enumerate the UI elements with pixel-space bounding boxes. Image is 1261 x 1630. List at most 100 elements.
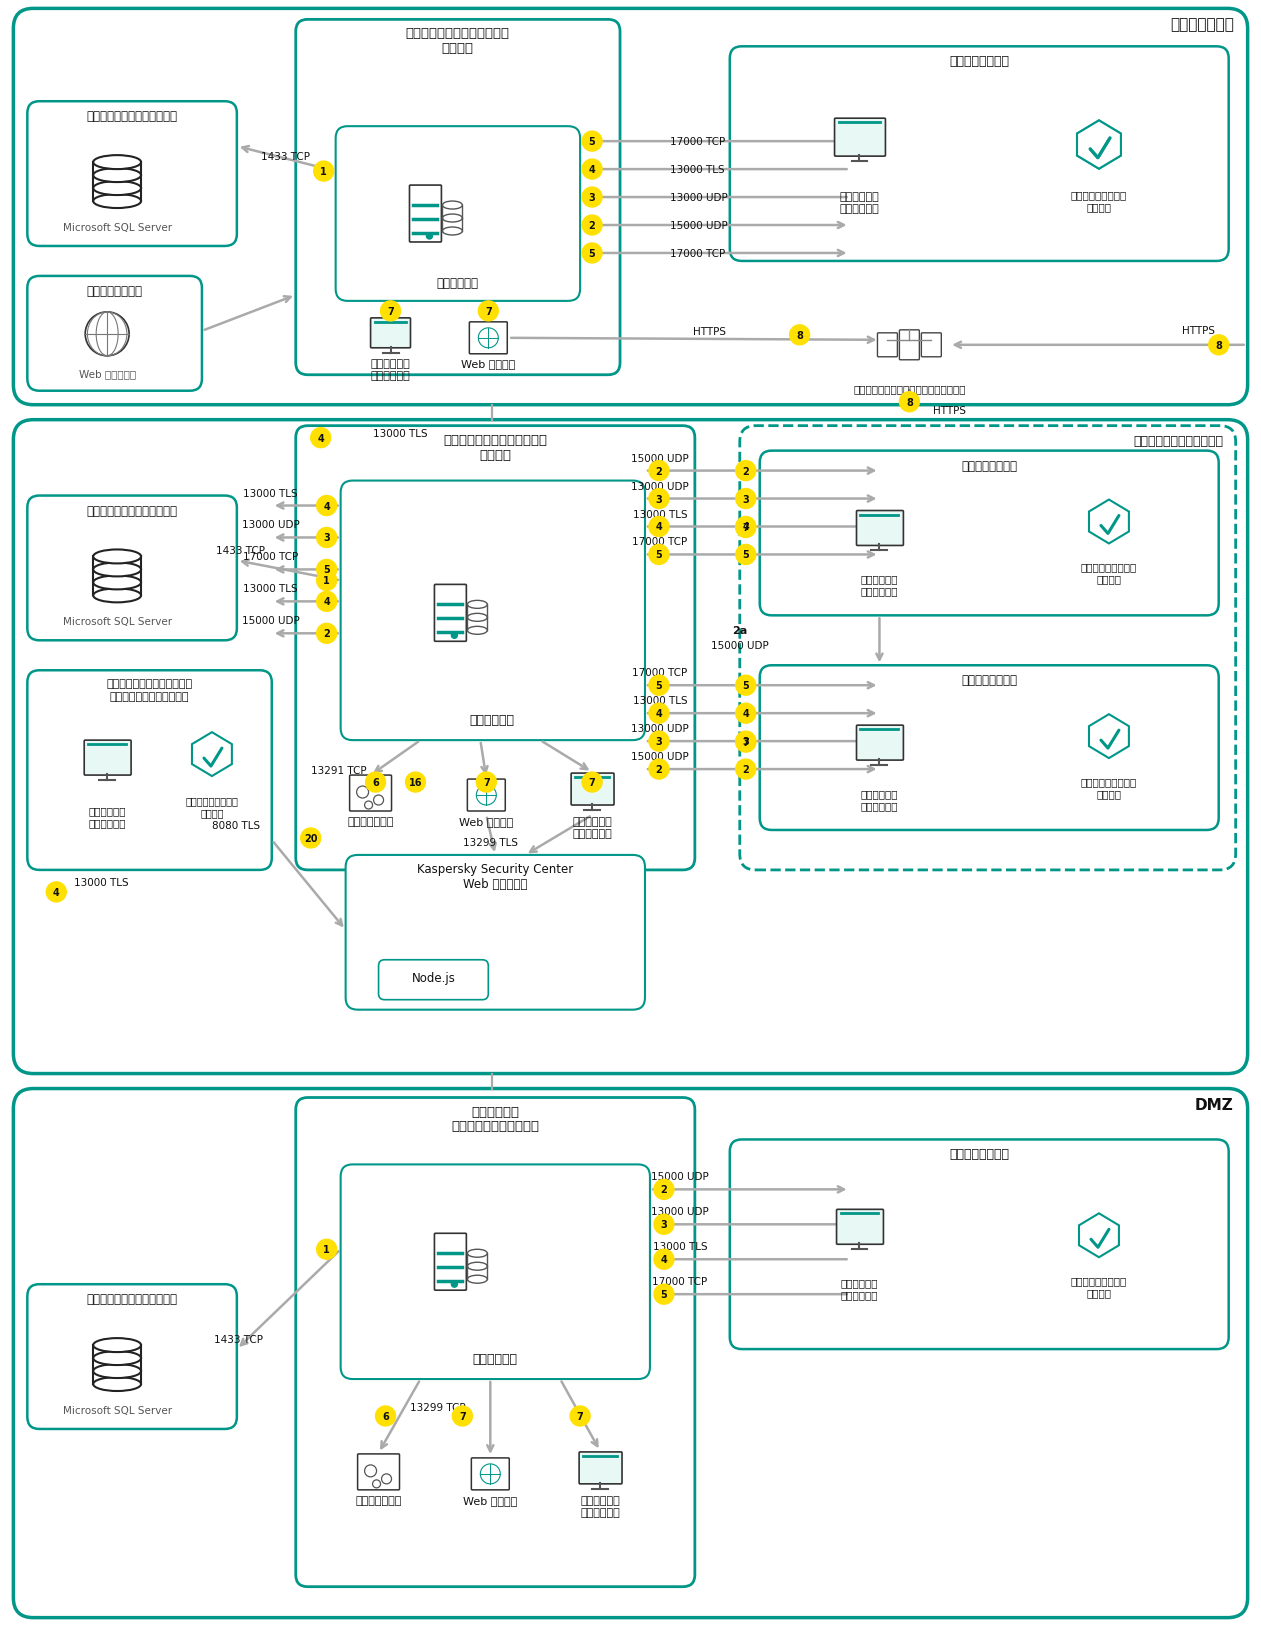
FancyBboxPatch shape <box>836 1209 884 1244</box>
Text: ネットワーク: ネットワーク <box>861 574 898 584</box>
FancyBboxPatch shape <box>922 334 941 357</box>
Text: 管理サーバー（プライマリ）: 管理サーバー（プライマリ） <box>444 434 547 447</box>
Text: ティ製品: ティ製品 <box>1087 202 1111 212</box>
Text: データベースのあるデバイス: データベースのあるデバイス <box>87 1293 178 1306</box>
Text: Kaspersky Security Center: Kaspersky Security Center <box>417 862 574 875</box>
Text: ネットワーク: ネットワーク <box>572 817 612 826</box>
Ellipse shape <box>93 156 141 170</box>
FancyBboxPatch shape <box>759 665 1218 830</box>
Text: 5: 5 <box>323 566 330 575</box>
Ellipse shape <box>93 1338 141 1353</box>
Text: ネットワーク: ネットワーク <box>840 192 879 202</box>
Circle shape <box>317 592 337 611</box>
Ellipse shape <box>468 1263 487 1270</box>
Text: 7: 7 <box>743 738 749 748</box>
Ellipse shape <box>93 196 141 209</box>
Text: 管理対象デバイス: 管理対象デバイス <box>961 673 1018 686</box>
Text: ネットワーク: ネットワーク <box>371 359 410 368</box>
Text: 管理対象デバイス: 管理対象デバイス <box>961 460 1018 473</box>
Circle shape <box>583 215 601 236</box>
Circle shape <box>735 734 755 753</box>
Text: 13000 TLS: 13000 TLS <box>373 429 427 438</box>
Polygon shape <box>1077 121 1121 170</box>
Circle shape <box>735 676 755 696</box>
Circle shape <box>477 773 497 792</box>
Text: 13299 TCP: 13299 TCP <box>411 1402 467 1412</box>
Text: 管理サーバー: 管理サーバー <box>470 714 514 727</box>
FancyBboxPatch shape <box>378 960 488 1001</box>
Circle shape <box>317 496 337 517</box>
Text: 13000 UDP: 13000 UDP <box>651 1206 709 1216</box>
Circle shape <box>478 302 498 321</box>
Text: 1: 1 <box>320 166 327 178</box>
FancyBboxPatch shape <box>28 103 237 246</box>
Text: 2: 2 <box>323 629 330 639</box>
Circle shape <box>451 632 458 639</box>
Circle shape <box>317 528 337 548</box>
FancyBboxPatch shape <box>730 47 1228 262</box>
Text: 4: 4 <box>318 434 324 443</box>
Text: 20: 20 <box>304 833 318 843</box>
Polygon shape <box>192 734 232 776</box>
Text: 7: 7 <box>485 306 492 316</box>
Ellipse shape <box>468 628 487 636</box>
FancyBboxPatch shape <box>371 318 411 349</box>
FancyBboxPatch shape <box>579 1452 622 1483</box>
Text: エージェント: エージェント <box>572 828 612 838</box>
Text: 17000 TCP: 17000 TCP <box>243 553 299 562</box>
Text: ネットワーク: ネットワーク <box>861 789 898 799</box>
Text: 管理サーバー: 管理サーバー <box>436 277 478 290</box>
FancyBboxPatch shape <box>296 1099 695 1586</box>
Ellipse shape <box>468 1250 487 1257</box>
Text: Web サーバー: Web サーバー <box>463 1495 517 1504</box>
Text: 3: 3 <box>323 533 330 543</box>
Circle shape <box>649 760 668 779</box>
Polygon shape <box>1090 500 1129 544</box>
Circle shape <box>310 429 330 448</box>
Circle shape <box>583 773 601 792</box>
Text: 17000 TCP: 17000 TCP <box>632 538 687 548</box>
Text: 15000 UDP: 15000 UDP <box>670 222 728 231</box>
Text: 3: 3 <box>743 737 749 747</box>
Ellipse shape <box>93 170 141 183</box>
Circle shape <box>314 161 334 183</box>
Text: 1433 TCP: 1433 TCP <box>261 152 310 161</box>
Text: 2a: 2a <box>733 626 748 636</box>
Text: 8080 TLS: 8080 TLS <box>212 820 260 830</box>
Text: 5: 5 <box>589 137 595 147</box>
FancyBboxPatch shape <box>14 421 1247 1074</box>
Text: Microsoft SQL Server: Microsoft SQL Server <box>63 1405 171 1415</box>
Text: 1: 1 <box>323 1244 330 1255</box>
Text: Web ブラウザー: Web ブラウザー <box>78 368 136 378</box>
Circle shape <box>899 393 919 412</box>
Text: エージェント: エージェント <box>88 818 126 828</box>
Circle shape <box>317 570 337 592</box>
Text: ティ製品: ティ製品 <box>1097 574 1121 584</box>
Ellipse shape <box>443 215 463 223</box>
FancyBboxPatch shape <box>856 725 903 761</box>
Circle shape <box>649 732 668 751</box>
Polygon shape <box>1077 121 1121 170</box>
FancyBboxPatch shape <box>340 481 644 740</box>
Text: 15000 UDP: 15000 UDP <box>242 616 300 626</box>
Text: リビューションポイント）: リビューションポイント） <box>110 691 189 703</box>
Text: 13000 UDP: 13000 UDP <box>630 481 689 491</box>
Circle shape <box>317 561 337 580</box>
Ellipse shape <box>93 1351 141 1366</box>
Text: 管理コンソール: 管理コンソール <box>356 1495 402 1504</box>
Circle shape <box>47 882 67 903</box>
Circle shape <box>451 1281 458 1288</box>
Text: 15000 UDP: 15000 UDP <box>651 1172 709 1182</box>
Text: 2: 2 <box>656 764 662 774</box>
Ellipse shape <box>93 183 141 196</box>
FancyBboxPatch shape <box>28 672 272 870</box>
Text: 15000 UDP: 15000 UDP <box>630 453 689 463</box>
Text: 13000 TLS: 13000 TLS <box>670 165 725 174</box>
FancyBboxPatch shape <box>340 1165 649 1379</box>
FancyBboxPatch shape <box>296 20 620 375</box>
FancyBboxPatch shape <box>759 452 1218 616</box>
Circle shape <box>300 828 320 849</box>
Circle shape <box>86 313 129 357</box>
Text: 管理サーバー（セカンダリ）: 管理サーバー（セカンダリ） <box>405 28 509 41</box>
Text: デバイス: デバイス <box>479 448 511 461</box>
